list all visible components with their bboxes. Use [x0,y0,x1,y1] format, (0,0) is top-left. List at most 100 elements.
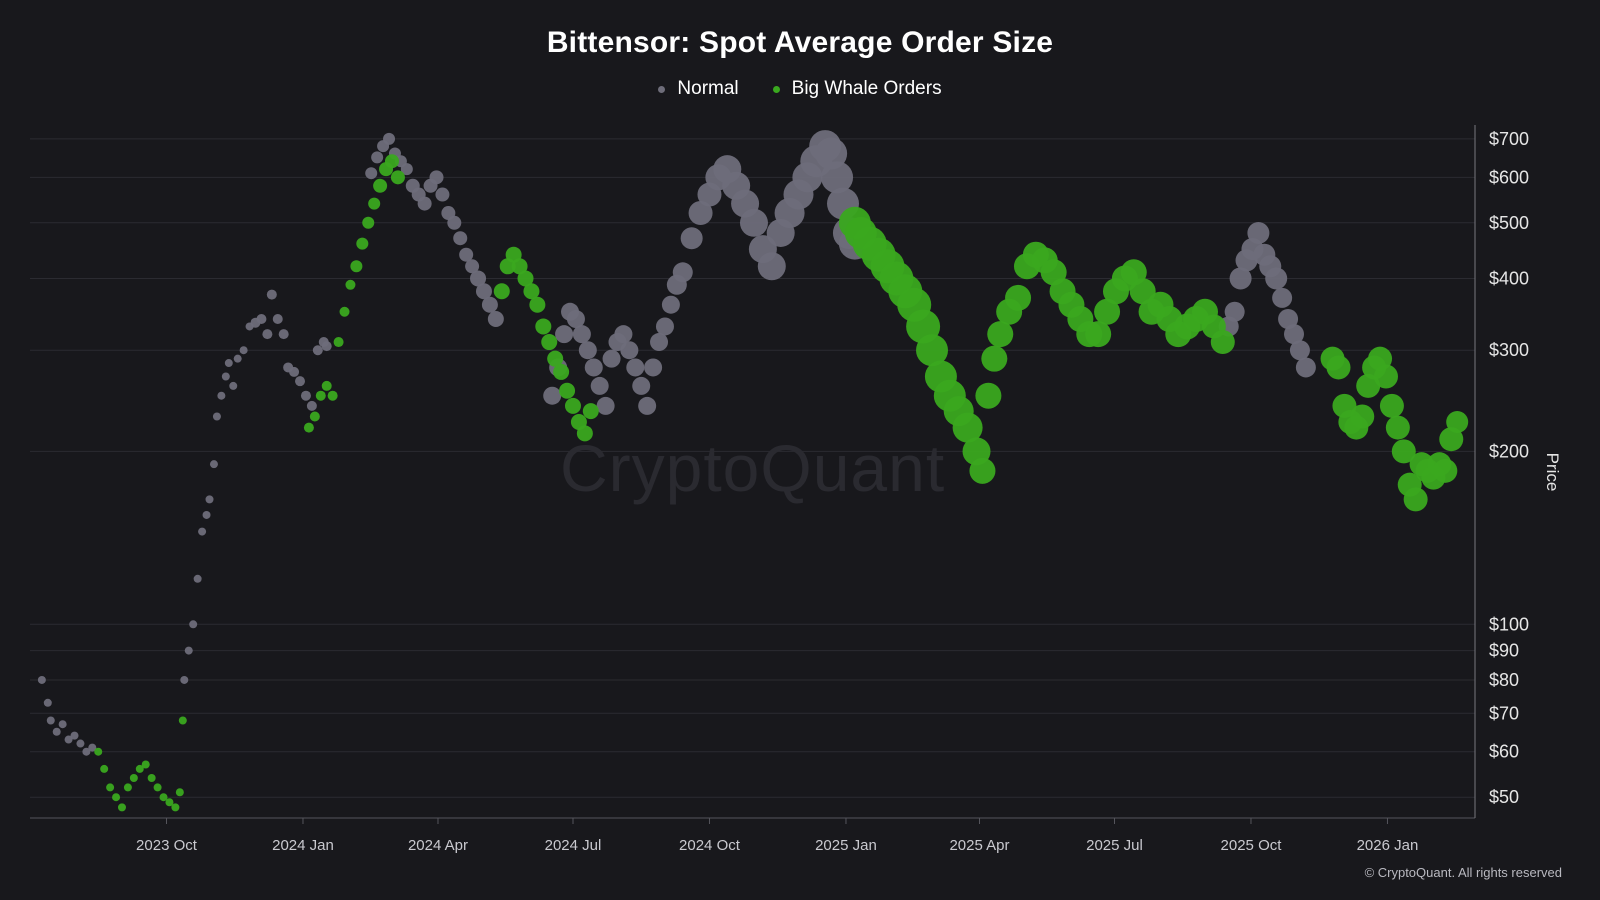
whale-point [112,793,121,802]
normal-point [217,391,226,400]
normal-point [465,259,480,274]
normal-point [52,727,61,736]
whale-point [559,382,576,399]
legend-item-normal[interactable]: Normal [658,78,739,100]
whale-point [333,337,344,348]
y-tick-label: $60 [1489,742,1519,762]
normal-point [475,283,492,300]
whale-point [1094,298,1121,325]
normal-point [76,739,85,748]
whale-point [350,260,363,273]
x-tick-label: 2025 Apr [949,837,1009,854]
whale-point [1403,487,1428,512]
normal-point [584,358,603,377]
whale-point [94,747,103,756]
normal-point [233,354,242,363]
whale-point [1350,404,1375,429]
whale-point [147,774,156,783]
normal-point [1295,357,1316,378]
x-tick-label: 2024 Apr [408,837,468,854]
normal-point [70,731,79,740]
normal-point [417,196,432,211]
normal-point [566,310,585,329]
x-tick-label: 2025 Jan [815,837,877,854]
whale-point [373,178,388,193]
normal-point [596,396,615,415]
normal-point [688,201,713,226]
normal-point [365,167,378,180]
whale-point [327,390,338,401]
legend-item-big-whale-orders[interactable]: Big Whale Orders [772,78,942,100]
normal-point [295,376,306,387]
normal-point [626,358,645,377]
y-tick-label: $200 [1489,441,1529,461]
x-tick-label: 2025 Oct [1221,837,1283,854]
normal-point [189,620,198,629]
normal-point [1284,324,1305,345]
whale-point [576,425,593,442]
whale-point [153,783,162,792]
normal-point [578,341,597,360]
normal-point [487,311,504,328]
normal-point [262,329,273,340]
normal-point [37,675,46,684]
whale-point [178,716,187,725]
whale-point [171,803,180,812]
whale-point [582,403,599,420]
normal-point [661,295,680,314]
whale-point [1446,410,1469,433]
whale-point [517,270,534,287]
y-tick-label: $90 [1489,641,1519,661]
normal-point [590,376,609,395]
whale-point [165,798,174,807]
whale-point [1210,330,1235,355]
whale-point [981,345,1008,372]
whale-point [100,764,109,773]
whale-point [553,363,570,380]
whale-point [493,283,510,300]
normal-point [180,675,189,684]
whale-point [541,334,558,351]
y-tick-label: $700 [1489,129,1529,149]
legend-label-normal: Normal [677,78,739,99]
whale-point [1433,458,1458,483]
whale-point [529,296,546,313]
normal-point [602,349,621,368]
normal-point [650,333,669,352]
whale-point [1085,321,1112,348]
whale-point [1373,364,1398,389]
normal-point [453,231,468,246]
normal-point [209,460,218,469]
normal-point [239,346,248,355]
normal-point [644,358,663,377]
normal-point [555,325,574,344]
normal-point [88,743,97,752]
whale-point [309,411,320,422]
whale-point [339,306,350,317]
normal-point [312,345,323,356]
normal-point [266,289,277,300]
normal-point [193,574,202,583]
normal-point [459,247,474,262]
whale-point [916,334,949,367]
whale-point [1379,393,1404,418]
legend-dot-normal-icon [658,85,666,93]
whale-point [1391,439,1416,464]
whale-point [1129,278,1156,305]
normal-point [614,325,633,344]
whale-point [159,793,168,802]
whale-point [135,764,144,773]
whale-point [1439,427,1464,452]
legend-dot-whale-icon [772,85,780,93]
whale-point [547,350,564,367]
normal-point [64,735,73,744]
normal-point [655,317,674,336]
normal-point [447,215,462,230]
whale-point [987,321,1014,348]
y-tick-label: $300 [1489,340,1529,360]
normal-point [58,720,67,729]
normal-point [638,396,657,415]
whale-point [117,803,126,812]
normal-point [289,366,300,377]
normal-point [184,646,193,655]
